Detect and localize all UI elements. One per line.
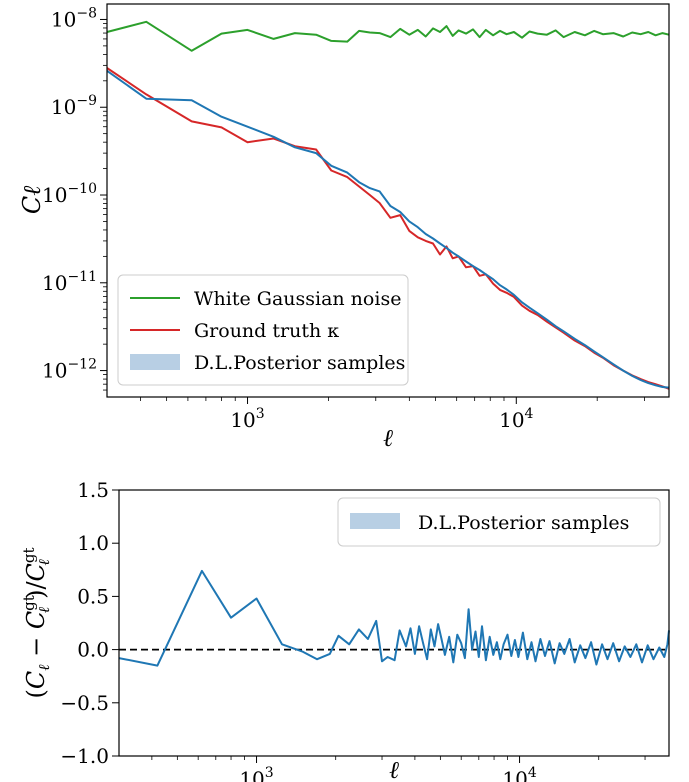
spectrum-y-tick-label-3: 10−9 [51, 93, 97, 119]
residual-panel: 103 104 −1.0−0.50.00.51.01.5 ℓ (Cℓ − Cgtℓ… [20, 478, 670, 782]
spectrum-y-tick-label-1: 10−11 [42, 269, 97, 295]
spectrum-series-line-0 [106, 20, 670, 52]
ylabel-sub3: ℓ [35, 559, 53, 565]
residual-x-tick-label-0: 103 [239, 765, 273, 782]
spectrum-y-tick-label-3-base: 10 [51, 95, 76, 119]
spectrum-series-line-2 [106, 69, 670, 389]
ylabel-c1: C [22, 671, 50, 689]
legend-label-ground-truth: Ground truth κ [194, 320, 339, 342]
residual-y-tick-label-0: −1.0 [60, 744, 109, 768]
spectrum-y-tick-label-3-exp: −9 [76, 93, 97, 109]
residual-y-ticks: −1.0 −0.5 0.0 0.5 1.0 1.5 [60, 478, 119, 768]
residual-y-tick-label-2: 0.0 [77, 638, 109, 662]
residual-plot-frame [118, 489, 670, 757]
spectrum-legend-box [117, 274, 409, 386]
spectrum-x-tick-label-0-base: 10 [230, 408, 255, 432]
legend-label-posterior: D.L.Posterior samples [194, 352, 405, 374]
residual-y-axis-label: (Cℓ − Cgtℓ)/Cgtℓ [20, 547, 53, 698]
spectrum-y-tick-label-4: 10−8 [51, 5, 97, 31]
residual-x-axis-label: ℓ [389, 756, 399, 782]
spectrum-series-group [106, 20, 670, 390]
residual-x-tick-label-1-exp: 4 [528, 765, 537, 781]
spectrum-y-tick-label-1-base: 10 [42, 271, 67, 295]
residual-legend-band-posterior [350, 513, 400, 529]
spectrum-legend: White Gaussian noise Ground truth κ D.L.… [117, 274, 409, 386]
ylabel-sub1: ℓ [35, 665, 53, 671]
ylabel-sup2: gt [20, 595, 38, 611]
legend-label-noise: White Gaussian noise [194, 288, 401, 310]
spectrum-y-axis-label: Cℓ [18, 186, 46, 214]
spectrum-x-tick-label-0-exp: 3 [256, 406, 265, 422]
spectrum-y-tick-label-4-exp: −8 [76, 5, 97, 21]
ylabel-c3: C [22, 563, 50, 581]
spectrum-y-tick-label-2-base: 10 [42, 183, 67, 207]
spectrum-y-tick-label-0: 10−12 [42, 357, 97, 383]
residual-x-ticks: 103 104 [151, 756, 646, 782]
residual-x-tick-label-1: 104 [502, 765, 536, 782]
residual-y-tick-label-3: 0.5 [77, 584, 109, 608]
residual-x-tick-label-1-base: 10 [502, 767, 527, 782]
ylabel-close: )/ [22, 581, 50, 599]
residual-y-tick-label-4: 1.0 [77, 531, 109, 555]
spectrum-x-tick-label-1: 104 [499, 406, 533, 432]
spectrum-plot-frame [106, 3, 670, 398]
residual-legend: D.L.Posterior samples [337, 497, 661, 547]
residual-x-tick-label-0-base: 10 [239, 767, 264, 782]
spectrum-y-tick-label-0-base: 10 [42, 359, 67, 383]
spectrum-x-ticks: 103 104 [140, 397, 645, 432]
spectrum-x-tick-label-0: 103 [230, 406, 264, 432]
residual-series-group [118, 569, 670, 667]
spectrum-y-tick-label-0-exp: −12 [67, 357, 97, 373]
spectrum-x-tick-label-1-base: 10 [499, 408, 524, 432]
ylabel-c2: C [22, 611, 50, 629]
ylabel-sup3: gt [20, 547, 38, 563]
legend-band-posterior [130, 354, 180, 370]
ylabel-minus: − [22, 629, 50, 664]
ylabel-sub2: ℓ [35, 607, 53, 613]
spectrum-y-tick-label-1-exp: −11 [67, 269, 97, 285]
residual-legend-box [337, 497, 661, 547]
spectrum-y-tick-label-2-exp: −10 [67, 181, 97, 197]
residual-y-tick-label-1: −0.5 [60, 691, 109, 715]
spectrum-x-tick-label-1-exp: 4 [525, 406, 534, 422]
ylabel-open: ( [22, 689, 50, 698]
residual-legend-label-posterior: D.L.Posterior samples [418, 512, 629, 534]
residual-y-tick-label-5: 1.5 [77, 478, 109, 502]
residual-x-tick-label-0-exp: 3 [265, 765, 274, 781]
residual-series-line-0 [118, 569, 670, 667]
spectrum-y-tick-label-2: 10−10 [42, 181, 97, 207]
spectrum-x-axis-label: ℓ [383, 424, 393, 452]
spectrum-y-tick-label-4-base: 10 [51, 7, 76, 31]
